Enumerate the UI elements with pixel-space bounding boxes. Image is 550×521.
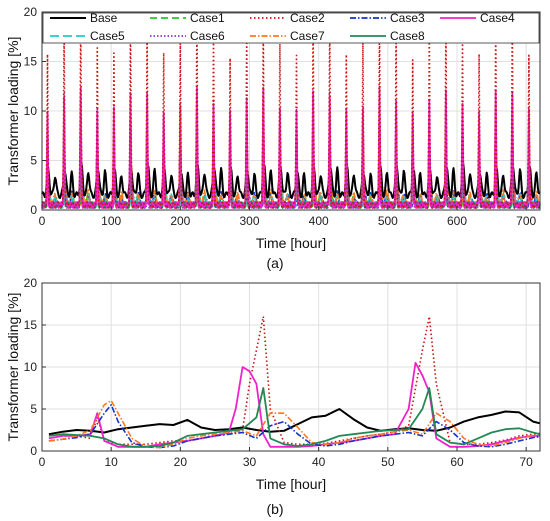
legend-label-base: Base bbox=[90, 11, 118, 25]
series-line-case6 bbox=[41, 85, 541, 209]
grid-b bbox=[41, 282, 540, 452]
y-tick-label: 0 bbox=[30, 444, 37, 458]
series-line-case7 bbox=[48, 399, 541, 449]
x-tick-label: 60 bbox=[450, 455, 464, 469]
y-tick-label: 5 bbox=[30, 402, 37, 416]
ylabel-b: Transformer loading [%] bbox=[5, 293, 21, 442]
series-line-case2 bbox=[48, 315, 541, 446]
y-tick-label: 0 bbox=[30, 203, 37, 217]
legend-label-case4: Case4 bbox=[480, 11, 515, 25]
caption-b: (b) bbox=[266, 501, 283, 517]
y-tick-label: 5 bbox=[30, 154, 37, 168]
x-tick-label: 0 bbox=[39, 214, 46, 228]
x-tick-label: 70 bbox=[519, 455, 533, 469]
x-tick-label: 30 bbox=[243, 455, 257, 469]
legend-label-case2: Case2 bbox=[290, 11, 325, 25]
panel-b: 0 10 20 30 40 50 60 70 0 5 10 15 20 Time [hour] Tran… bbox=[5, 276, 541, 517]
series-line-base bbox=[48, 408, 541, 436]
legend-label-case3: Case3 bbox=[390, 11, 425, 25]
x-tick-label: 50 bbox=[381, 455, 395, 469]
series-line-case3 bbox=[48, 404, 541, 449]
xlabel-b: Time [hour] bbox=[256, 476, 326, 492]
x-tick-label: 40 bbox=[312, 455, 326, 469]
panel-a: 0 100 200 300 400 500 600 700 0 5 10 15 20 Base Case1… bbox=[5, 5, 541, 271]
legend-label-case1: Case1 bbox=[190, 11, 225, 25]
x-tick-label: 700 bbox=[516, 214, 536, 228]
series-line-base bbox=[41, 161, 541, 200]
series-line-case4 bbox=[48, 361, 540, 448]
x-tick-label: 100 bbox=[101, 214, 121, 228]
x-tick-label: 10 bbox=[104, 455, 118, 469]
series-b bbox=[48, 315, 541, 449]
ticks-b: 0 10 20 30 40 50 60 70 0 5 10 15 20 bbox=[24, 276, 534, 469]
series-a bbox=[41, 15, 541, 209]
legend: Base Case1 Case2 Case3 Case4 Case5 Case6 Case7 C… bbox=[42, 11, 540, 44]
x-tick-label: 400 bbox=[309, 214, 329, 228]
x-tick-label: 20 bbox=[174, 455, 188, 469]
y-tick-label: 20 bbox=[24, 5, 38, 19]
legend-label-case7: Case7 bbox=[290, 29, 325, 43]
y-tick-label: 15 bbox=[24, 55, 38, 69]
y-tick-label: 20 bbox=[24, 276, 38, 290]
legend-label-case5: Case5 bbox=[90, 29, 125, 43]
legend-label-case6: Case6 bbox=[190, 29, 225, 43]
y-tick-label: 15 bbox=[24, 318, 38, 332]
x-tick-label: 200 bbox=[170, 214, 190, 228]
series-line-case8 bbox=[48, 387, 541, 448]
ticks-a: 0 100 200 300 400 500 600 700 0 5 10 15 20 bbox=[24, 5, 537, 228]
y-tick-label: 10 bbox=[24, 360, 38, 374]
y-tick-label: 10 bbox=[24, 104, 38, 118]
xlabel-a: Time [hour] bbox=[256, 235, 326, 251]
legend-label-case8: Case8 bbox=[390, 29, 425, 43]
ylabel-a: Transformer loading [%] bbox=[5, 37, 21, 186]
x-tick-label: 500 bbox=[378, 214, 398, 228]
x-tick-label: 600 bbox=[447, 214, 467, 228]
caption-a: (a) bbox=[266, 255, 283, 271]
x-tick-label: 0 bbox=[39, 455, 46, 469]
x-tick-label: 300 bbox=[239, 214, 259, 228]
